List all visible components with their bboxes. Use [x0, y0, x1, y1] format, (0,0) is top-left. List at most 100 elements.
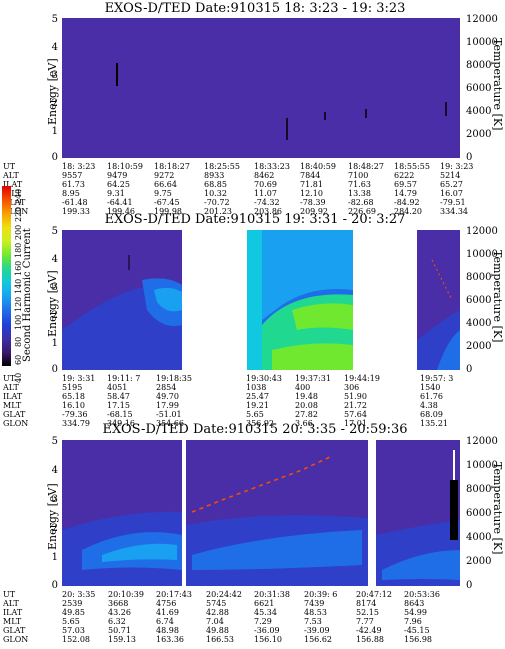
orbit-value: 8174 [356, 599, 377, 608]
orbit-value: 68.09 [420, 410, 443, 419]
orbit-value: 18:48:27 [348, 162, 384, 171]
data-gap [182, 440, 186, 586]
y-tick: 2 [51, 523, 58, 534]
orbit-value: 201.23 [204, 207, 232, 216]
y-tick: 1 [51, 552, 58, 563]
orbit-value: 156.10 [254, 635, 282, 644]
orbit-value: 7100 [348, 171, 369, 180]
orbit-label: UT [3, 162, 16, 171]
orbit-value: 42.88 [206, 608, 229, 617]
orbit-label: MLT [3, 401, 22, 410]
panel-title: EXOS-D/TED Date:910315 19: 3:31 - 20: 3:… [104, 212, 406, 227]
y-tick: 5 [51, 436, 58, 447]
orbit-value: 18:10:59 [107, 162, 143, 171]
orbit-value: 20.08 [295, 401, 318, 410]
orbit-value: -36.09 [254, 626, 280, 635]
orbit-label: MLT [3, 189, 22, 198]
y-tick: 4 [51, 42, 58, 53]
orbit-value: 41.69 [156, 608, 179, 617]
orbit-value: 17.99 [156, 401, 179, 410]
energy-band [382, 550, 460, 580]
orbit-value: 7.53 [304, 617, 322, 626]
orbit-value: -82.68 [348, 198, 374, 207]
y2-tick: 6000 [466, 83, 492, 94]
orbit-value: 166.53 [206, 635, 234, 644]
orbit-value: 19:44:19 [344, 374, 380, 383]
panel-title: EXOS-D/TED Date:910315 20: 3:35 - 20:59:… [102, 422, 408, 437]
y-tick: 0 [51, 152, 58, 163]
orbit-value: 2854 [156, 383, 177, 392]
orbit-value: 156.62 [304, 635, 332, 644]
orbit-value: -45.15 [404, 626, 430, 635]
y2-tick: 4000 [466, 106, 492, 117]
orbit-value: 64.25 [107, 180, 130, 189]
y2-tick: 10000 [466, 460, 498, 471]
energy-band [102, 543, 177, 562]
orbit-label: GLAT [3, 626, 26, 635]
y-tick: 0 [51, 364, 58, 375]
y2-tick: 10000 [466, 249, 498, 260]
orbit-value: 4.38 [420, 401, 438, 410]
panel-2: EXOS-D/TED Date:910315 19: 3:31 - 20: 3:… [0, 210, 505, 428]
orbit-value: 18: 3:23 [62, 162, 96, 171]
orbit-value: 19:11: 7 [107, 374, 141, 383]
orbit-value: 226.69 [348, 207, 376, 216]
orbit-value: -78.39 [300, 198, 326, 207]
orbit-value: -79.36 [62, 410, 88, 419]
orbit-label: ILAT [3, 180, 23, 189]
y2-axis-label: Temperature [K] [491, 250, 504, 343]
orbit-value: 65.18 [62, 392, 85, 401]
orbit-row-glon: GLON 199.33 199.46 199.98 201.23 203.86 209.9… [0, 207, 505, 216]
orbit-value: 18:25:55 [204, 162, 240, 171]
orbit-value: 70.69 [254, 180, 277, 189]
y-tick: 2 [51, 98, 58, 109]
y-tick: 1 [51, 338, 58, 349]
y-tick: 3 [51, 282, 58, 293]
y-axis-label: Energy [eV] [46, 483, 59, 550]
orbit-value: 18:18:27 [154, 162, 190, 171]
orbit-value: 13.38 [348, 189, 371, 198]
spectrogram-marks [116, 63, 447, 140]
panel-title: EXOS-D/TED Date:910315 18: 3:23 - 19: 3:… [104, 1, 406, 16]
y2-tick: 8000 [466, 272, 492, 283]
y2-tick: 2000 [466, 556, 492, 567]
orbit-label: GLON [3, 207, 29, 216]
orbit-value: 7844 [300, 171, 321, 180]
y2-tick: 2000 [466, 341, 492, 352]
orbit-label: ALT [3, 171, 19, 180]
orbit-value: 49.88 [206, 626, 229, 635]
orbit-value: 156.88 [356, 635, 384, 644]
orbit-label: UT [3, 590, 16, 599]
orbit-row-ilat: ILAT 61.73 64.25 66.64 68.85 70.69 71.81 71.63… [0, 180, 505, 189]
orbit-value: 57.64 [344, 410, 367, 419]
orbit-value: 163.36 [156, 635, 184, 644]
energy-band [292, 303, 353, 330]
orbit-value: 57.03 [62, 626, 85, 635]
y2-tick: 0 [466, 364, 473, 375]
orbit-value: 27.82 [295, 410, 318, 419]
orbit-value: 8933 [204, 171, 225, 180]
y2-tick: 12000 [466, 226, 498, 237]
orbit-value: 284.20 [394, 207, 422, 216]
y-tick: 5 [51, 14, 58, 25]
orbit-row-glat: GLAT -61.48 -64.41 -67.45 -70.72 -74.32 -78.3… [0, 198, 505, 207]
orbit-value: -64.41 [107, 198, 133, 207]
orbit-value: 334.34 [440, 207, 468, 216]
orbit-value: 152.08 [62, 635, 90, 644]
y2-tick: 0 [466, 580, 473, 591]
orbit-value: 9272 [154, 171, 175, 180]
y-tick: 1 [51, 126, 58, 137]
orbit-value: 9.75 [154, 189, 172, 198]
orbit-value: 1038 [246, 383, 267, 392]
spectrogram-marks [62, 230, 460, 370]
orbit-table: UT 19: 3:31 19:11: 7 19:18:35 19:30:43 19:37… [0, 374, 505, 428]
colorbar-strip [2, 186, 11, 366]
orbit-value: 5195 [62, 383, 83, 392]
energy-band [437, 330, 460, 370]
temperature-spike [450, 480, 458, 540]
orbit-value: 156.98 [404, 635, 432, 644]
spectrogram-plot [62, 230, 460, 370]
orbit-value: 199.46 [107, 207, 135, 216]
y2-axis-label: Temperature [K] [491, 38, 504, 131]
orbit-row-ut: UT 19: 3:31 19:11: 7 19:18:35 19:30:43 19:37… [0, 374, 505, 383]
